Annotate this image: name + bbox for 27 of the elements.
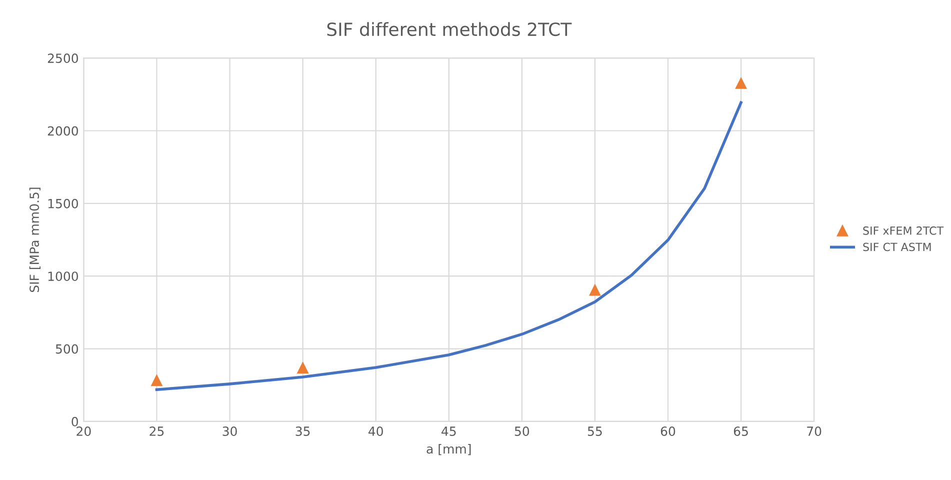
- x-tick-label: 40: [368, 426, 383, 436]
- y-tick-label: 2500: [48, 54, 78, 64]
- point: [151, 375, 162, 386]
- x-tick-label: 45: [442, 426, 456, 436]
- y-axis-title: SIF [MPa mm0.5]: [29, 188, 41, 292]
- point: [735, 78, 747, 89]
- line-series: [155, 101, 742, 391]
- y-tick-label: 0: [72, 416, 78, 426]
- point: [297, 362, 308, 374]
- y-tick-label: 500: [56, 344, 78, 354]
- x-tick-label: 25: [150, 426, 164, 436]
- x-tick-label: 70: [807, 426, 822, 436]
- x-tick-label: 55: [588, 426, 602, 436]
- x-axis-title: a [mm]: [426, 444, 471, 456]
- x-tick-label: 65: [734, 426, 748, 436]
- legend-label: SIF xFEM 2TCT: [863, 226, 944, 235]
- chart-title: SIF different methods 2TCT: [327, 22, 572, 36]
- y-tick-label: 1000: [48, 272, 78, 282]
- point: [589, 284, 600, 296]
- legend-label: SIF CT ASTM: [863, 242, 931, 252]
- x-tick-label: 60: [660, 426, 676, 436]
- x-tick-label: 30: [222, 426, 237, 436]
- x-tick-label: 35: [296, 426, 310, 436]
- x-tick-label: 50: [514, 426, 530, 436]
- y-tick-label: 1500: [48, 198, 78, 208]
- x-tick-label: 20: [76, 426, 91, 436]
- y-tick-label: 2000: [48, 126, 78, 136]
